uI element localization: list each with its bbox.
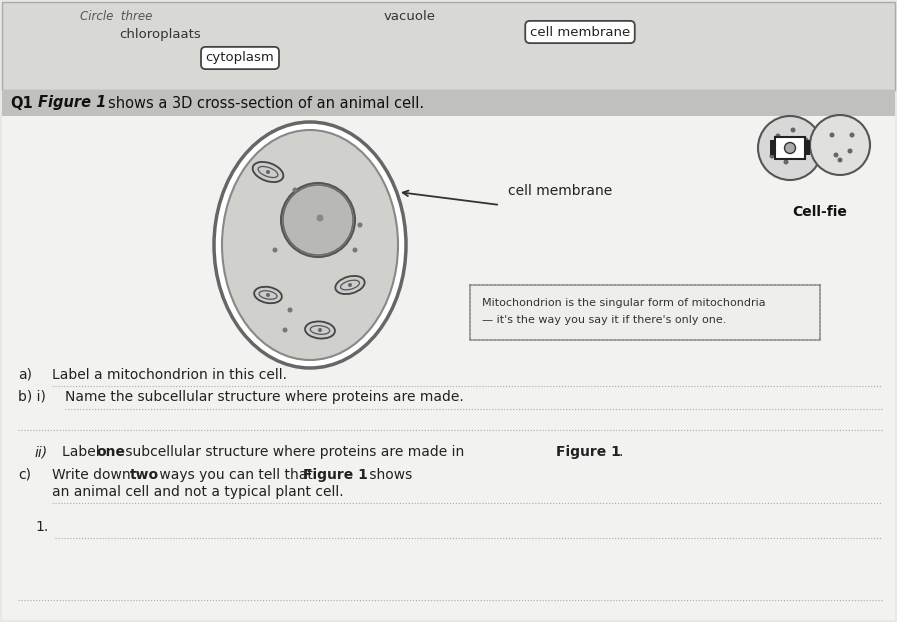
Text: 1.: 1. [35, 520, 48, 534]
Ellipse shape [776, 134, 780, 139]
Ellipse shape [770, 154, 774, 159]
Text: a): a) [18, 368, 32, 382]
Text: cytoplasm: cytoplasm [205, 52, 274, 65]
Text: Mitochondrion is the singular form of mitochondria: Mitochondrion is the singular form of mi… [482, 298, 766, 308]
Text: shows a 3D cross-section of an animal cell.: shows a 3D cross-section of an animal ce… [108, 96, 424, 111]
Text: ii): ii) [35, 445, 48, 459]
Text: Circle  three: Circle three [80, 10, 152, 23]
FancyBboxPatch shape [804, 140, 810, 155]
Ellipse shape [838, 157, 842, 162]
FancyBboxPatch shape [2, 2, 895, 90]
Ellipse shape [796, 151, 800, 156]
Text: an animal cell and not a typical plant cell.: an animal cell and not a typical plant c… [52, 485, 344, 499]
Ellipse shape [317, 215, 324, 221]
Ellipse shape [348, 283, 352, 287]
Ellipse shape [849, 132, 855, 137]
Ellipse shape [266, 293, 270, 297]
Text: Cell-fie: Cell-fie [793, 205, 848, 219]
Ellipse shape [833, 152, 839, 157]
Text: vacuole: vacuole [384, 10, 436, 23]
Text: Figure 1: Figure 1 [38, 96, 106, 111]
Ellipse shape [337, 208, 343, 213]
Ellipse shape [830, 132, 834, 137]
Ellipse shape [214, 122, 406, 368]
FancyBboxPatch shape [775, 137, 805, 159]
Ellipse shape [292, 187, 298, 192]
Ellipse shape [305, 322, 335, 338]
Text: Name the subcellular structure where proteins are made.: Name the subcellular structure where pro… [65, 390, 464, 404]
Text: Figure 1: Figure 1 [303, 468, 368, 482]
Text: ways you can tell that: ways you can tell that [155, 468, 318, 482]
Ellipse shape [222, 130, 398, 360]
FancyBboxPatch shape [2, 90, 895, 116]
Ellipse shape [283, 328, 288, 333]
Text: Figure 1: Figure 1 [556, 445, 621, 459]
Ellipse shape [358, 223, 362, 228]
Text: shows: shows [365, 468, 413, 482]
Text: cell membrane: cell membrane [508, 184, 613, 198]
Text: Label: Label [62, 445, 104, 459]
Text: Q1: Q1 [10, 96, 33, 111]
Ellipse shape [266, 170, 270, 174]
Text: — it's the way you say it if there's only one.: — it's the way you say it if there's onl… [482, 315, 727, 325]
Ellipse shape [254, 287, 282, 304]
Text: one: one [96, 445, 125, 459]
Ellipse shape [758, 116, 822, 180]
Ellipse shape [281, 183, 355, 257]
Ellipse shape [288, 307, 292, 312]
Ellipse shape [783, 159, 788, 164]
Text: Figure 1: Figure 1 [270, 130, 340, 145]
Ellipse shape [273, 248, 277, 253]
Text: chloroplaats: chloroplaats [119, 28, 201, 41]
FancyBboxPatch shape [2, 116, 895, 620]
FancyBboxPatch shape [470, 285, 820, 340]
Text: b) i): b) i) [18, 390, 46, 404]
Ellipse shape [848, 149, 852, 154]
Text: .: . [618, 445, 623, 459]
Ellipse shape [810, 115, 870, 175]
Ellipse shape [253, 162, 283, 182]
Ellipse shape [797, 141, 803, 146]
Ellipse shape [785, 142, 796, 154]
FancyBboxPatch shape [770, 140, 776, 155]
Ellipse shape [318, 328, 322, 332]
Text: Write down: Write down [52, 468, 135, 482]
Text: subcellular structure where proteins are made in: subcellular structure where proteins are… [121, 445, 468, 459]
Text: two: two [130, 468, 159, 482]
Ellipse shape [353, 248, 358, 253]
Ellipse shape [283, 185, 353, 255]
Ellipse shape [804, 137, 808, 142]
Text: c): c) [18, 468, 31, 482]
Ellipse shape [335, 276, 365, 294]
Text: cell membrane: cell membrane [530, 26, 630, 39]
Text: Label a mitochondrion in this cell.: Label a mitochondrion in this cell. [52, 368, 287, 382]
Ellipse shape [790, 128, 796, 132]
